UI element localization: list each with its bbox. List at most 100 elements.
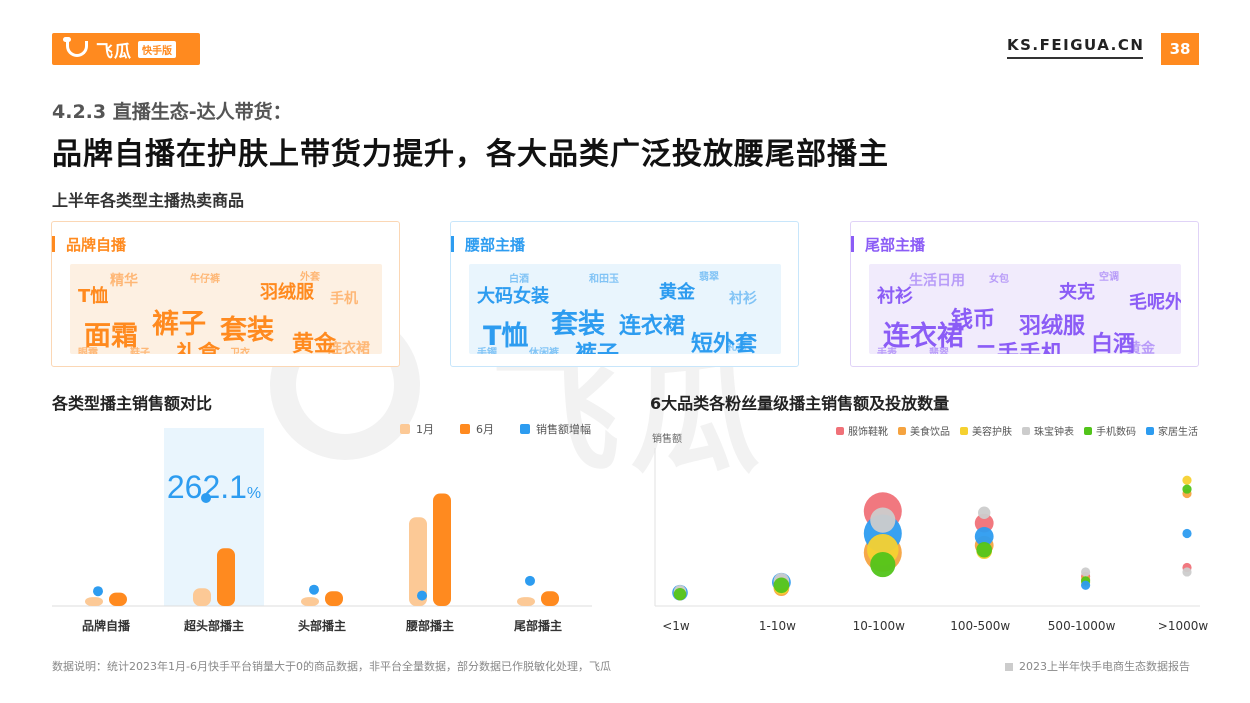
bubble	[976, 541, 992, 558]
bar-jan	[193, 588, 211, 606]
section-title: 4.2.3 直播生态-达人带货：	[52, 101, 292, 123]
growth-dot	[201, 492, 211, 503]
wordcloud-word: 空调	[1099, 272, 1119, 283]
wordcloud-word: 裤子	[575, 336, 619, 354]
bubble-chart-title: 6大品类各粉丝量级播主销售额及投放数量	[650, 394, 950, 413]
x-tick-label: 尾部播主	[514, 618, 562, 633]
legend-label: 服饰鞋靴	[848, 425, 888, 438]
wordcloud-word: 黄金	[292, 332, 337, 354]
x-tick-label: 品牌自播	[82, 618, 131, 633]
wordcloud-word: 休闲裤	[529, 348, 559, 354]
bubble	[974, 527, 994, 546]
bubble	[773, 577, 790, 594]
legend-label: 手机数码	[1096, 425, 1136, 438]
wordcloud-card-title: 品牌自播	[52, 234, 126, 255]
bar-jan	[409, 517, 427, 606]
wordcloud-word: 衬衫	[877, 286, 913, 307]
wordcloud-word: 衬衫	[729, 291, 757, 307]
legend-label: 1月	[416, 423, 434, 436]
wordcloud-word: 面霜	[84, 321, 138, 352]
x-tick-label: 500-1000w	[1048, 619, 1116, 633]
y-axis-label: 销售额	[652, 432, 682, 445]
bar-jun	[109, 592, 127, 606]
bubble	[1182, 484, 1192, 494]
wordcloud-word: 精华	[110, 273, 138, 289]
wordcloud-word: 翡翠	[699, 272, 719, 283]
legend-swatch	[520, 424, 530, 434]
wordcloud-word: 黄金	[659, 282, 695, 303]
wordcloud-word: 黄金	[1127, 341, 1155, 354]
legend-label: 家居生活	[1158, 425, 1198, 438]
bubble	[1081, 580, 1091, 590]
x-tick-label: 100-500w	[950, 619, 1010, 633]
legend-label: 销售额增幅	[536, 422, 591, 436]
wordcloud-word: 生活日用	[909, 273, 965, 289]
legend-swatch	[400, 424, 410, 434]
wordcloud-word: 卫衣	[230, 348, 250, 354]
bubble	[1081, 567, 1091, 577]
feigua-logo-icon	[63, 37, 88, 57]
wordcloud-word: 连衣裙	[883, 321, 964, 352]
growth-highlight-value: 262.1%	[167, 469, 261, 505]
wordcloud-word: 女包	[989, 274, 1009, 285]
x-tick-label: >1000w	[1158, 619, 1209, 633]
legend-label: 美容护肤	[972, 425, 1012, 438]
bar-jan	[301, 597, 319, 606]
bubble	[1182, 528, 1192, 539]
legend-label: 珠宝钟表	[1034, 425, 1074, 438]
bar-jan	[85, 597, 103, 606]
x-tick-label: <1w	[662, 619, 690, 633]
bar-chart: 262.1% 品牌自播 超头部播主 头部播主 腰部播主 尾部播主 1月 6月 销售额增幅	[52, 422, 592, 633]
wordcloud-word: 毛呢外套	[1129, 292, 1181, 313]
wordcloud-word: 羽绒服	[260, 282, 314, 303]
legend-swatch	[460, 424, 470, 434]
x-tick-label: 腰部播主	[405, 618, 454, 633]
growth-dot	[417, 590, 427, 601]
wordcloud-word: 手机	[330, 291, 358, 307]
wordcloud-word: 夹克	[1059, 282, 1095, 303]
legend-swatch	[898, 427, 906, 435]
bubble-chart: 销售额 <1w 1-10w 10-100w 100-500w 500-1000w >1000…	[652, 425, 1208, 633]
bubble	[978, 506, 991, 519]
legend-label: 6月	[476, 423, 494, 436]
growth-dot	[93, 586, 103, 597]
logo-badge: 快手版	[138, 40, 176, 58]
legend-swatch	[1146, 427, 1154, 435]
report-name: 2023上半年快手电商生态数据报告	[1005, 658, 1190, 674]
wordcloud-word: 套装	[551, 309, 605, 340]
wordcloud-word: 和田玉	[589, 274, 619, 285]
bubble	[870, 507, 896, 533]
legend-swatch	[1022, 427, 1030, 435]
wordcloud-word: 礼盒	[727, 342, 747, 353]
wordcloud-word: 翡翠	[929, 348, 949, 354]
x-tick-label: 超头部播主	[183, 618, 244, 633]
bubble	[1182, 567, 1192, 577]
bar-jun	[325, 591, 343, 606]
wordcloud-word: 钱币	[951, 308, 996, 333]
wordcloud-word: T恤	[483, 321, 529, 352]
site-url[interactable]: KS.FEIGUA.CN	[1007, 36, 1143, 59]
x-tick-label: 10-100w	[853, 619, 906, 633]
x-tick-label: 头部播主	[298, 618, 346, 633]
wordcloud-word: 大码女装	[477, 286, 549, 307]
bubble	[1182, 475, 1192, 485]
growth-dot	[525, 575, 535, 586]
bar-jun	[433, 493, 451, 606]
wordcloud-word: 连衣裙	[328, 341, 370, 354]
wordcloud-word: 白酒	[1091, 332, 1136, 354]
bubble	[870, 551, 896, 578]
feigua-logo[interactable]: 飞瓜 快手版	[52, 33, 200, 65]
page-title: 品牌自播在护肤上带货力提升，各大品类广泛投放腰尾部播主	[52, 137, 889, 172]
wordcloud-word: 外套	[300, 272, 320, 283]
legend-swatch	[1084, 427, 1092, 435]
data-note: 数据说明：统计2023年1月-6月快手平台销量大于0的商品数据，非平台全量数据，…	[52, 660, 611, 673]
wordcloud-card-title: 腰部主播	[451, 234, 525, 255]
logo-text: 飞瓜	[96, 41, 132, 62]
wordcloud-word: 礼盒	[176, 336, 220, 354]
wordcloud-word: 二手手机	[975, 336, 1063, 354]
wordcloud-word: 羽绒服	[1019, 314, 1086, 339]
wordcloud-word: 套装	[220, 315, 274, 346]
